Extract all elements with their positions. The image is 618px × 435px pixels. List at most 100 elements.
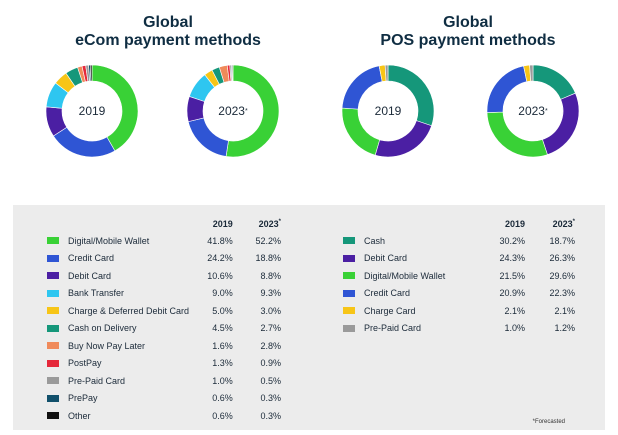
legend-swatch (47, 302, 59, 320)
ecom-col-2019: 2019 (212, 219, 233, 229)
donut-slice-other (231, 64, 234, 82)
value-2019: 1.0% (504, 323, 525, 334)
value-2019: 1.0% (212, 375, 233, 386)
value-2019: 0.6% (212, 393, 233, 404)
ecom-2023-donut-svg (186, 64, 280, 158)
ecom-table-row: Debit Card 10.6% 8.8% (47, 267, 281, 285)
ecom-title: Global eCom payment methods (38, 14, 298, 50)
value-2019: 21.5% (499, 270, 525, 281)
value-2019: 20.9% (499, 288, 525, 299)
value-2023: 2.7% (260, 323, 281, 334)
payment-method-label: PrePay (68, 393, 98, 404)
value-2019: 1.6% (212, 340, 233, 351)
payment-method-label: Credit Card (68, 253, 115, 264)
legend-swatch (343, 267, 355, 285)
pos-title-line2: POS payment methods (380, 32, 556, 49)
value-2023: 8.8% (260, 270, 281, 281)
value-2019: 0.6% (212, 410, 233, 421)
legend-swatch (343, 302, 355, 320)
pos-table: 2019 2023* Cash 30.2% 18.7% Debit Card 24.3%… (343, 216, 575, 337)
ecom-table-row: Credit Card 24.2% 18.8% (47, 250, 281, 268)
value-2023: 26.3% (549, 253, 575, 264)
pos-2019-year-label: 2019 (374, 104, 402, 118)
pos-table-row: Charge Card 2.1% 2.1% (343, 302, 575, 320)
ecom-title-line2: eCom payment methods (75, 32, 261, 49)
pos-title-line1: Global (443, 14, 493, 31)
ecom-table-row: Buy Now Pay Later 1.6% 2.8% (47, 337, 281, 355)
ecom-2019-year-label: 2019 (78, 104, 106, 118)
legend-swatch (47, 320, 59, 338)
value-2019: 24.3% (499, 253, 525, 264)
pos-col-2019: 2019 (504, 219, 525, 229)
ecom-2023-donut: 2023 * (186, 64, 280, 158)
ecom-table-row: Charge & Deferred Debit Card 5.0% 3.0% (47, 302, 281, 320)
pos-2023-donut: 2023 * (486, 64, 580, 158)
donut-slice-pre-paid-card (529, 64, 534, 82)
ecom-table-row: PostPay 1.3% 0.9% (47, 355, 281, 373)
pos-2019-donut: 2019 (341, 64, 435, 158)
payment-method-label: Other (68, 410, 91, 421)
value-2023: 2.8% (260, 340, 281, 351)
ecom-2023-year-label: 2023 * (218, 104, 248, 118)
pos-2023-donut-svg (486, 64, 580, 158)
payment-method-label: Pre-Paid Card (68, 375, 126, 386)
value-2023: 18.7% (549, 235, 575, 246)
donut-slice-other (89, 64, 93, 82)
ecom-title-line1: Global (143, 14, 193, 31)
payment-method-label: Cash (364, 235, 386, 246)
pos-table-row: Pre-Paid Card 1.0% 1.2% (343, 320, 575, 338)
value-2019: 10.6% (207, 270, 233, 281)
pos-2023-year-label: 2023 * (518, 104, 548, 118)
donut-slice-digital-mobile-wallet (225, 64, 280, 158)
pos-title: Global POS payment methods (338, 14, 598, 50)
value-2023: 1.2% (554, 323, 575, 334)
ecom-table-row: Cash on Delivery 4.5% 2.7% (47, 320, 281, 338)
payment-method-label: Digital/Mobile Wallet (364, 270, 446, 281)
pos-table-row: Credit Card 20.9% 22.3% (343, 285, 575, 303)
legend-swatch (343, 285, 355, 303)
payment-method-label: Debit Card (68, 270, 112, 281)
legend-swatch (47, 232, 59, 250)
pos-table-row: Cash 30.2% 18.7% (343, 232, 575, 250)
legend-swatch (47, 390, 59, 408)
payment-method-label: Cash on Delivery (68, 323, 137, 334)
legend-swatch (343, 232, 355, 250)
donut-slice-pre-paid-card (384, 64, 389, 82)
ecom-table-row: Digital/Mobile Wallet 41.8% 52.2% (47, 232, 281, 250)
value-2023: 0.9% (260, 358, 281, 369)
value-2023: 29.6% (549, 270, 575, 281)
payment-method-label: Digital/Mobile Wallet (68, 235, 150, 246)
value-2023: 3.0% (260, 305, 281, 316)
value-2019: 9.0% (212, 288, 233, 299)
ecom-table-row: PrePay 0.6% 0.3% (47, 390, 281, 408)
ecom-table-row: Pre-Paid Card 1.0% 0.5% (47, 372, 281, 390)
ecom-2019-donut-svg (45, 64, 139, 158)
ecom-table-header: 2019 2023* (47, 216, 281, 232)
ecom-col-2023: 2023* (258, 219, 281, 229)
value-2023: 0.3% (260, 410, 281, 421)
legend-swatch (47, 250, 59, 268)
pos-table-row: Digital/Mobile Wallet 21.5% 29.6% (343, 267, 575, 285)
payment-method-label: Buy Now Pay Later (68, 340, 146, 351)
pos-table-row: Debit Card 24.3% 26.3% (343, 250, 575, 268)
value-2023: 0.3% (260, 393, 281, 404)
value-2019: 1.3% (212, 358, 233, 369)
payment-method-label: Charge & Deferred Debit Card (68, 305, 190, 316)
legend-swatch (47, 407, 59, 425)
pos-table-header: 2019 2023* (343, 216, 575, 232)
payment-method-label: Pre-Paid Card (364, 323, 422, 334)
value-2019: 24.2% (207, 253, 233, 264)
value-2023: 18.8% (255, 253, 281, 264)
value-2019: 4.5% (212, 323, 233, 334)
ecom-table-row: Bank Transfer 9.0% 9.3% (47, 285, 281, 303)
payment-method-label: Debit Card (364, 253, 408, 264)
legend-swatch (47, 285, 59, 303)
footnote: *Forecasted (532, 419, 565, 425)
value-2019: 2.1% (504, 305, 525, 316)
pos-2019-donut-svg (341, 64, 435, 158)
value-2019: 30.2% (499, 235, 525, 246)
legend-swatch (343, 320, 355, 338)
payment-method-label: Credit Card (364, 288, 411, 299)
payment-method-label: Charge Card (364, 305, 416, 316)
legend-swatch (47, 267, 59, 285)
